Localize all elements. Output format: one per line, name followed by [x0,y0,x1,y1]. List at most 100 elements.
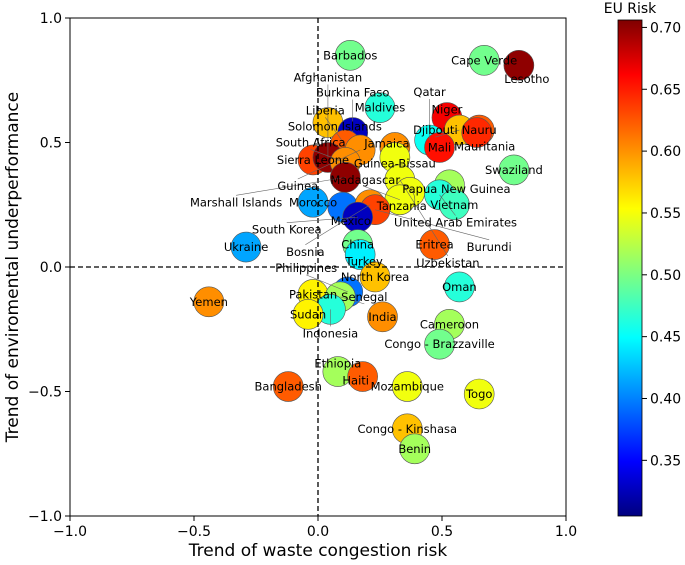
x-tick-label: −1.0 [53,524,87,540]
label-leader-line [340,296,365,305]
colorbar-tick-label: 0.45 [650,330,681,346]
y-tick-label: 1.0 [40,11,62,27]
point-marker [347,361,378,392]
point-label: Mali [428,140,451,154]
point-label: Bangladesh [255,380,322,394]
colorbar [617,19,643,517]
colorbar-tick-label: 0.55 [650,206,681,222]
point-label: Nauru [462,123,497,137]
y-tick-label: −0.5 [28,385,62,401]
point-label: Lesotho [504,72,549,86]
x-axis-label: Trend of waste congestion risk [188,541,448,561]
colorbar-tick-label: 0.60 [650,144,681,160]
point-label: South Africa [276,135,346,149]
point-label: Oman [442,280,477,294]
point-label: Haiti [342,374,369,388]
point-label: Mexico [331,214,371,228]
x-tick-label: 0.5 [431,524,453,540]
point-label: Sudan [290,307,326,321]
point-label: Togo [465,387,492,401]
point-label: Madagascar [330,173,400,187]
point-label: Mozambique [371,380,444,394]
point-label: Uzbekistan [416,256,480,270]
point-label: Yemen [189,295,228,309]
point-label: Tanzania [376,199,427,213]
point-label: Niger [432,103,463,117]
label-leader-line [286,216,358,224]
point-label: Jamaica [363,137,409,151]
colorbar-tick-label: 0.50 [650,268,681,284]
point-label: Marshall Islands [190,195,282,209]
point-marker [292,299,324,330]
point-marker [193,286,225,318]
point-label: Morocco [289,195,337,209]
point-marker [424,132,455,163]
point-marker [461,117,493,148]
point-label: Congo - Kinshasa [358,422,458,436]
point-label: Cameroon [420,317,479,331]
point-marker [272,371,304,402]
label-leader-line [325,117,346,146]
colorbar-tick-label: 0.35 [650,453,681,469]
label-leader-line [297,149,361,180]
point-label: Congo - Brazzaville [384,337,494,351]
point-label: India [368,310,396,324]
colorbar-title: EU Risk [604,1,657,17]
label-leader-line [305,204,371,246]
point-marker [359,261,391,293]
label-leader-line [399,179,449,257]
y-tick-label: 0.5 [40,136,62,152]
point-marker [468,45,500,76]
point-label: Maldives [355,101,406,115]
y-axis-label: Trend of enviromental underperformance [3,92,23,443]
x-tick-label: −0.5 [177,524,211,540]
label-leader-line [236,177,346,196]
x-ticks: −1.0 −0.5 0.0 0.5 1.0 [53,516,577,540]
point-label: Burundi [467,240,512,254]
labels-layer: Barbados Swaziland Ukraine Eritrea Yemen Indi… [189,48,550,455]
point-marker [498,154,530,186]
x-tick-label: 0.0 [307,524,329,540]
point-marker [463,378,495,410]
colorbar-tick-label: 0.65 [650,82,681,98]
point-marker [297,186,329,218]
point-marker [364,92,396,123]
point-marker [439,189,470,221]
point-label: Bosnia [286,245,324,259]
point-marker [367,301,398,333]
point-label: Djibouti [413,123,458,137]
point-label: Afghanistan [294,70,362,84]
point-label: Swaziland [485,163,543,177]
point-label: Eritrea [415,238,453,252]
point-label: Senegal [341,290,387,304]
point-label: Pakistan [289,287,337,301]
point-label: Cape Verde [451,53,517,67]
label-leader-line [306,274,348,293]
point-label: Philippines [275,261,337,275]
point-label: Papua New Guinea [402,182,510,196]
colorbar-ticks: 0.35 0.40 0.45 0.50 0.55 0.60 0.65 0.70 [642,20,681,469]
point-marker [424,328,455,360]
point-label: Benin [398,442,431,456]
point-label: China [341,238,374,252]
point-marker [399,433,431,465]
point-marker [334,40,366,71]
point-label: Mauritania [454,139,515,153]
point-label: Burkina Faso [316,86,389,100]
point-label: Ethiopia [314,357,361,371]
point-marker [230,231,262,263]
point-marker [444,271,475,303]
point-label: South Korea [252,223,322,237]
point-marker [344,239,376,270]
label-leader-line [435,129,460,138]
point-marker [419,229,450,260]
point-label: Guinea [277,179,318,193]
point-label: Indonesia [303,326,359,340]
label-leader-line [374,209,490,241]
y-tick-label: 0.0 [40,260,62,276]
point-label: Qatar [413,85,446,99]
point-label: Turkey [344,254,383,268]
point-label: Ukraine [224,240,268,254]
colorbar-tick-label: 0.40 [650,391,681,407]
